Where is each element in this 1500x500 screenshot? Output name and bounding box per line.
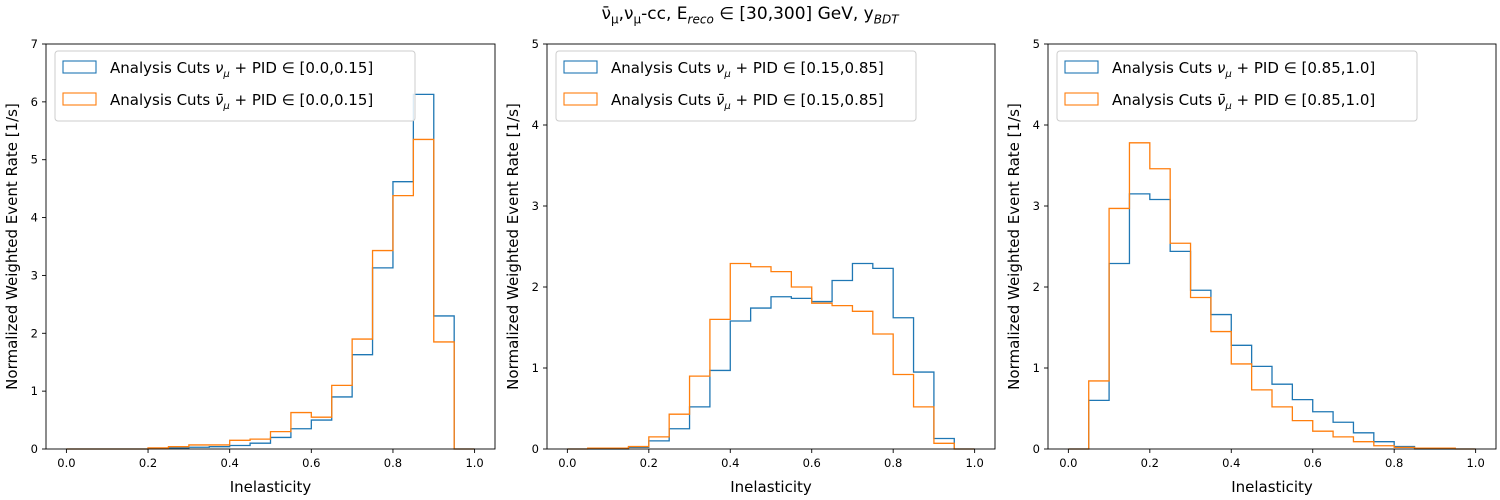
x-tick-label: 0.4 — [721, 456, 739, 470]
y-tick-label: 0 — [1033, 442, 1040, 456]
x-axis-label: Inelasticity — [1231, 478, 1313, 496]
histogram-series-2 — [567, 262, 975, 450]
y-tick-label: 3 — [1033, 199, 1040, 213]
x-tick-label: 0.0 — [57, 456, 75, 470]
legend-label-2: Analysis Cuts ν̄μ + PID ∈ [0.15,0.85] — [611, 91, 884, 112]
legend-label-1: Analysis Cuts νμ + PID ∈ [0.85,1.0] — [1112, 59, 1375, 80]
x-tick-label: 0.2 — [640, 456, 658, 470]
y-axis-label: Normalized Weighted Event Rate [1/s] — [3, 103, 21, 390]
x-tick-label: 0.0 — [1059, 456, 1077, 470]
y-tick-label: 1 — [532, 361, 539, 375]
legend-label-1: Analysis Cuts νμ + PID ∈ [0.15,0.85] — [611, 59, 884, 80]
histogram-series-1 — [1068, 193, 1476, 450]
y-tick-label: 4 — [1033, 118, 1040, 132]
x-axis-label: Inelasticity — [230, 478, 312, 496]
legend-swatch-1 — [1064, 60, 1099, 74]
y-tick-label: 5 — [532, 37, 539, 51]
y-tick-label: 4 — [31, 211, 38, 225]
y-axis-label: Normalized Weighted Event Rate [1/s] — [504, 103, 522, 390]
legend-label-1: Analysis Cuts νμ + PID ∈ [0.0,0.15] — [110, 59, 373, 80]
y-tick-label: 3 — [532, 199, 539, 213]
y-tick-label: 3 — [31, 268, 38, 282]
figure-title: ν̄μ,νμ-cc, Ereco ∈ [30,300] GeV, yBDT — [601, 4, 899, 27]
y-axis-label: Normalized Weighted Event Rate [1/s] — [1005, 103, 1023, 390]
x-tick-label: 0.6 — [803, 456, 821, 470]
x-tick-label: 1.0 — [465, 456, 483, 470]
axes-frame — [45, 43, 496, 450]
legend: Analysis Cuts νμ + PID ∈ [0.15,0.85] Anal… — [555, 50, 917, 122]
x-tick-label: 1.0 — [965, 456, 983, 470]
y-tick-label: 2 — [1033, 280, 1040, 294]
legend-swatch-1 — [563, 60, 598, 74]
y-tick-label: 2 — [532, 280, 539, 294]
y-tick-label: 1 — [1033, 361, 1040, 375]
y-tick-label: 5 — [1033, 37, 1040, 51]
legend-box — [555, 50, 917, 122]
x-axis-label: Inelasticity — [730, 478, 812, 496]
x-tick-label: 0.0 — [558, 456, 576, 470]
chart-panel-1: 0.0 0.2 0.4 0.6 0.8 1.0 0 1 2 3 4 5 6 7 Inelasticity No… — [3, 37, 496, 496]
x-tick-label: 0.2 — [139, 456, 157, 470]
x-tick-label: 0.4 — [1222, 456, 1240, 470]
y-tick-label: 5 — [31, 153, 38, 167]
y-tick-label: 0 — [31, 442, 38, 456]
legend: Analysis Cuts νμ + PID ∈ [0.0,0.15] Analy… — [54, 50, 416, 122]
legend: Analysis Cuts νμ + PID ∈ [0.85,1.0] Analy… — [1056, 50, 1418, 122]
x-tick-label: 0.2 — [1141, 456, 1159, 470]
axes-frame — [1047, 43, 1497, 450]
x-tick-label: 0.8 — [1385, 456, 1403, 470]
axes-frame — [546, 43, 996, 450]
histogram-series-1 — [567, 262, 975, 450]
x-tick-label: 0.4 — [221, 456, 239, 470]
x-tick-label: 0.6 — [1304, 456, 1322, 470]
x-tick-label: 0.6 — [302, 456, 320, 470]
legend-swatch-2 — [563, 92, 598, 106]
histogram-series-2 — [66, 138, 475, 450]
y-tick-label: 7 — [31, 37, 38, 51]
x-tick-label: 1.0 — [1466, 456, 1484, 470]
histogram-series-2 — [1068, 142, 1476, 450]
legend-label-2: Analysis Cuts ν̄μ + PID ∈ [0.0,0.15] — [110, 91, 373, 112]
y-tick-label: 2 — [31, 326, 38, 340]
y-tick-label: 0 — [532, 442, 539, 456]
chart-panel-3: 0.0 0.2 0.4 0.6 0.8 1.0 0 1 2 3 4 5 Inelasticity Norm… — [1005, 37, 1497, 496]
y-tick-label: 4 — [532, 118, 539, 132]
x-tick-label: 0.8 — [384, 456, 402, 470]
legend-label-2: Analysis Cuts ν̄μ + PID ∈ [0.85,1.0] — [1112, 91, 1375, 112]
legend-swatch-2 — [1064, 92, 1099, 106]
y-tick-label: 1 — [31, 384, 38, 398]
chart-panel-2: 0.0 0.2 0.4 0.6 0.8 1.0 0 1 2 3 4 5 Inelasticity Norm… — [504, 37, 996, 496]
y-tick-label: 6 — [31, 95, 38, 109]
legend-swatch-2 — [62, 92, 97, 106]
legend-box — [1056, 50, 1418, 122]
x-tick-label: 0.8 — [884, 456, 902, 470]
legend-swatch-1 — [62, 60, 97, 74]
legend-box — [54, 50, 416, 122]
